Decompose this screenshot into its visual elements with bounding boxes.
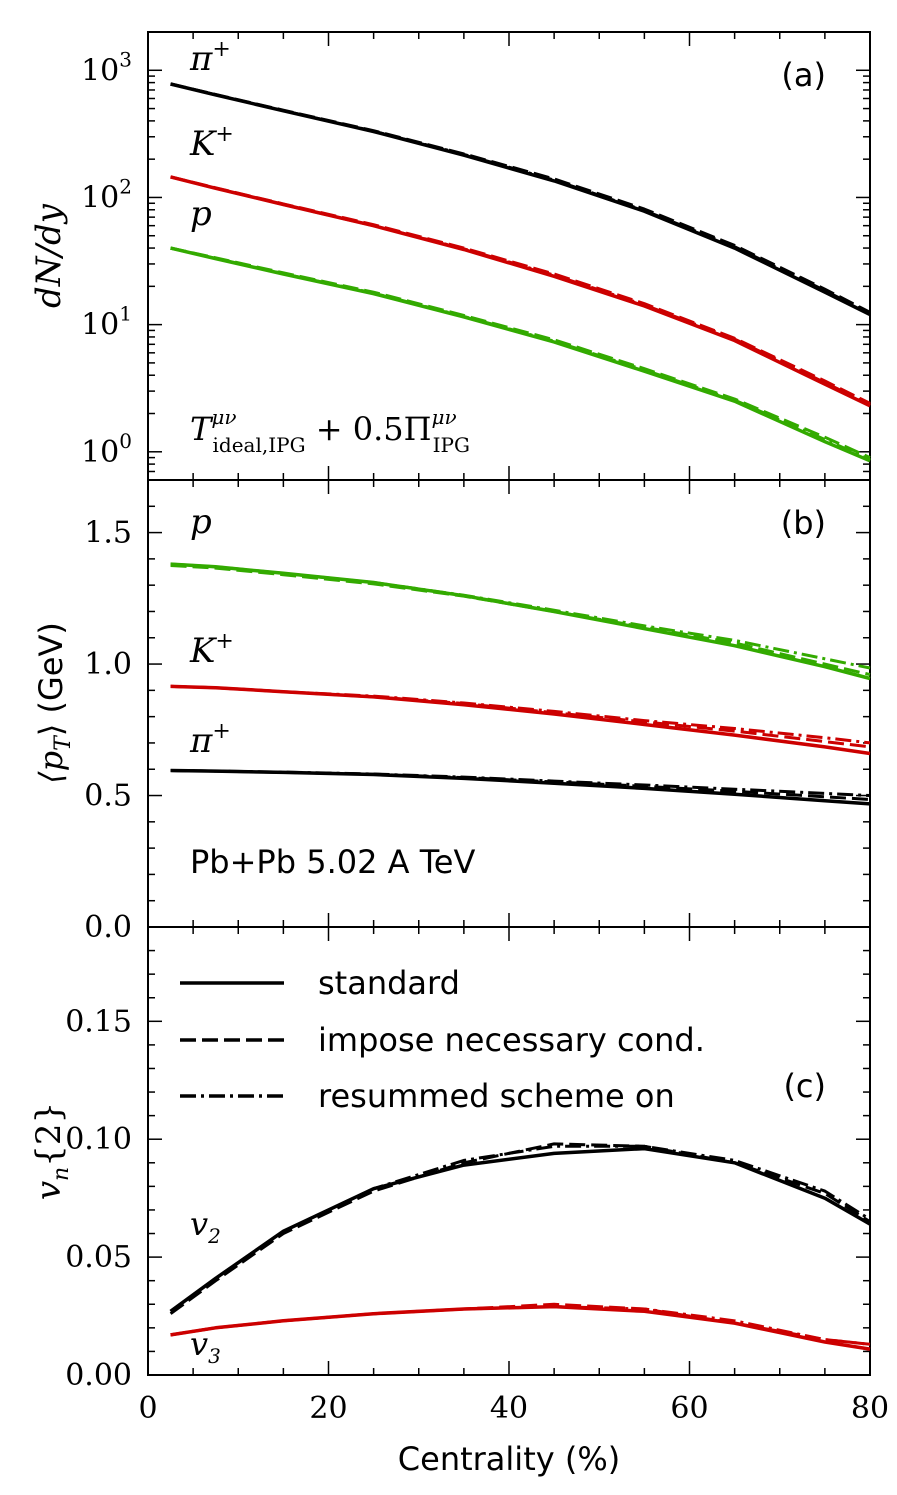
label-a-kaon-sup: + — [215, 122, 233, 147]
label-c-v2-base: v — [190, 1205, 208, 1243]
y-tick-label: 100 — [81, 429, 132, 470]
y-tick-label-base: 10 — [81, 308, 119, 343]
panel-letter-a: (a) — [781, 56, 826, 94]
panel-letter-c: (c) — [783, 1067, 826, 1105]
y-tick-label-base: 10 — [81, 53, 119, 88]
panel-c-ylabel: vn{2} — [29, 1102, 74, 1200]
ann-T-sup: μν — [211, 405, 236, 429]
y-tick-label-exp: 3 — [119, 47, 132, 71]
x-axis-label: Centrality (%) — [398, 1440, 620, 1478]
x-tick-label: 60 — [670, 1391, 708, 1426]
label-a-kaon: K+ — [189, 122, 234, 164]
ylabel-b-close: ⟩ — [32, 724, 70, 736]
ann-Pi-sup: μν — [432, 405, 457, 429]
label-c-v3: v3 — [190, 1325, 221, 1368]
ylabel-b-math: ⟨p — [32, 751, 70, 784]
series-p-resummed — [170, 246, 871, 461]
y-tick-label: 0.10 — [65, 1122, 132, 1157]
y-tick-label: 0.15 — [65, 1004, 132, 1039]
series-v2-necessary — [169, 1142, 871, 1315]
y-tick-label-exp: 0 — [119, 429, 132, 453]
legend-label-necessary: impose necessary cond. — [318, 1021, 705, 1059]
series-K+-necessary — [170, 175, 871, 405]
panel-letter-b: (b) — [781, 504, 826, 542]
label-a-proton: p — [190, 194, 212, 234]
label-c-v2-sub: 2 — [207, 1224, 221, 1248]
panel-b-ylabel: ⟨pT⟩ (GeV) — [32, 622, 76, 784]
legend-label-standard: standard — [318, 964, 460, 1002]
series-K+-resummed — [170, 684, 871, 745]
ylabel-b-unit: (GeV) — [32, 622, 70, 724]
ylabel-c-math: v — [29, 1181, 69, 1200]
y-tick-label: 0.05 — [65, 1240, 132, 1275]
series-K+-standard — [170, 175, 871, 408]
label-c-v2: v2 — [190, 1205, 221, 1248]
y-tick-label: 0.0 — [84, 910, 132, 945]
series-p-resummed — [170, 562, 871, 670]
series-π+-resummed — [170, 769, 871, 797]
y-tick-label: 1.5 — [84, 516, 132, 551]
series-p-necessary — [170, 564, 871, 677]
label-b-pion-base: π — [189, 721, 213, 761]
panel-b-annotation: Pb+Pb 5.02 A TeV — [190, 843, 475, 881]
ylabel-c-tail: {2} — [29, 1102, 69, 1167]
series-π+-resummed — [170, 82, 871, 315]
label-a-pion: π+ — [189, 37, 231, 79]
label-a-kaon-base: K — [189, 124, 218, 164]
series-p-standard — [170, 562, 871, 681]
panel-a-annotation: Tμν ideal,IPG + 0.5Πμν IPG — [190, 405, 470, 457]
y-tick-label-exp: 2 — [119, 174, 132, 198]
y-tick-label: 1.0 — [84, 647, 132, 682]
label-c-v3-base: v — [190, 1325, 208, 1363]
legend-label-resummed: resummed scheme on — [318, 1077, 675, 1115]
series-v2-resummed — [169, 1144, 871, 1313]
x-tick-label: 40 — [490, 1391, 528, 1426]
label-c-v3-sub: 3 — [208, 1344, 221, 1368]
ylabel-b-sub: T — [51, 734, 76, 751]
series-K+-resummed — [170, 175, 871, 406]
ann-T-sub: ideal,IPG — [213, 433, 306, 457]
series-v3-necessary — [170, 1302, 871, 1346]
x-tick-label: 0 — [138, 1391, 157, 1426]
tick-labels: 0 20 40 60 801001011021030.00.51.01.50.000.0… — [65, 47, 889, 1426]
series-K+-standard — [170, 684, 871, 756]
panel-a-ylabel: dN/dy — [29, 203, 69, 308]
data-curves — [169, 82, 871, 1351]
y-tick-label: 103 — [81, 47, 132, 88]
label-b-proton: p — [190, 502, 212, 542]
label-a-pion-sup: + — [212, 37, 230, 62]
label-b-kaon-base: K — [189, 631, 218, 671]
y-tick-label: 0.5 — [84, 779, 132, 814]
y-tick-label: 102 — [81, 174, 132, 215]
label-b-pion: π+ — [189, 719, 231, 761]
y-tick-label-base: 10 — [81, 435, 119, 470]
ann-mid: + 0.5Π — [306, 410, 432, 448]
ylabel-c-sub: n — [49, 1167, 74, 1181]
y-tick-label: 101 — [81, 302, 132, 343]
legend: standard impose necessary cond. resummed… — [180, 964, 705, 1115]
axis-ticks — [147, 31, 871, 1376]
series-v3-resummed — [170, 1305, 871, 1346]
ann-T: T — [190, 410, 214, 448]
ann-Pi-sub: IPG — [433, 433, 470, 457]
series-π+-necessary — [170, 769, 871, 801]
series-π+-necessary — [170, 82, 871, 314]
y-tick-label-base: 10 — [81, 180, 119, 215]
y-tick-label: 0.00 — [65, 1358, 132, 1393]
series-π+-standard — [170, 768, 871, 806]
label-a-pion-base: π — [189, 39, 213, 79]
label-b-kaon-sup: + — [215, 629, 233, 654]
label-b-pion-sup: + — [212, 719, 230, 744]
y-tick-label-exp: 1 — [119, 302, 132, 326]
x-tick-label: 80 — [851, 1391, 889, 1426]
label-b-kaon: K+ — [189, 629, 234, 671]
series-π+-standard — [170, 82, 871, 317]
x-tick-label: 20 — [309, 1391, 347, 1426]
